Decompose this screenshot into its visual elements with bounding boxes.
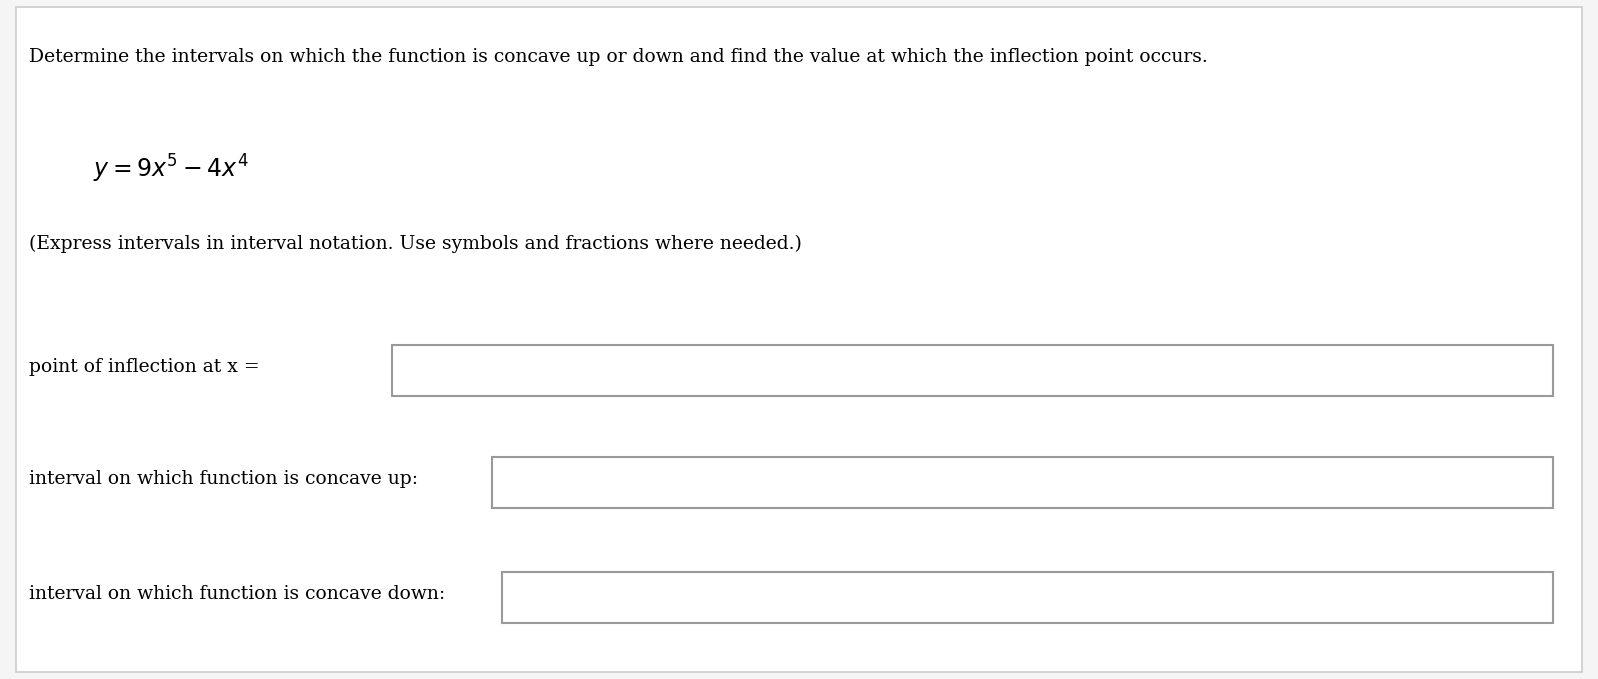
- FancyBboxPatch shape: [502, 572, 1553, 623]
- FancyBboxPatch shape: [392, 344, 1553, 395]
- Text: interval on which function is concave up:: interval on which function is concave up…: [29, 470, 417, 488]
- Text: point of inflection at x =: point of inflection at x =: [29, 358, 259, 375]
- FancyBboxPatch shape: [16, 7, 1582, 672]
- Text: (Express intervals in interval notation. Use symbols and fractions where needed.: (Express intervals in interval notation.…: [29, 234, 802, 253]
- FancyBboxPatch shape: [492, 456, 1553, 508]
- Text: Determine the intervals on which the function is concave up or down and find the: Determine the intervals on which the fun…: [29, 48, 1208, 66]
- Text: interval on which function is concave down:: interval on which function is concave do…: [29, 585, 444, 603]
- Text: $y = 9x^5 - 4x^4$: $y = 9x^5 - 4x^4$: [93, 153, 248, 185]
